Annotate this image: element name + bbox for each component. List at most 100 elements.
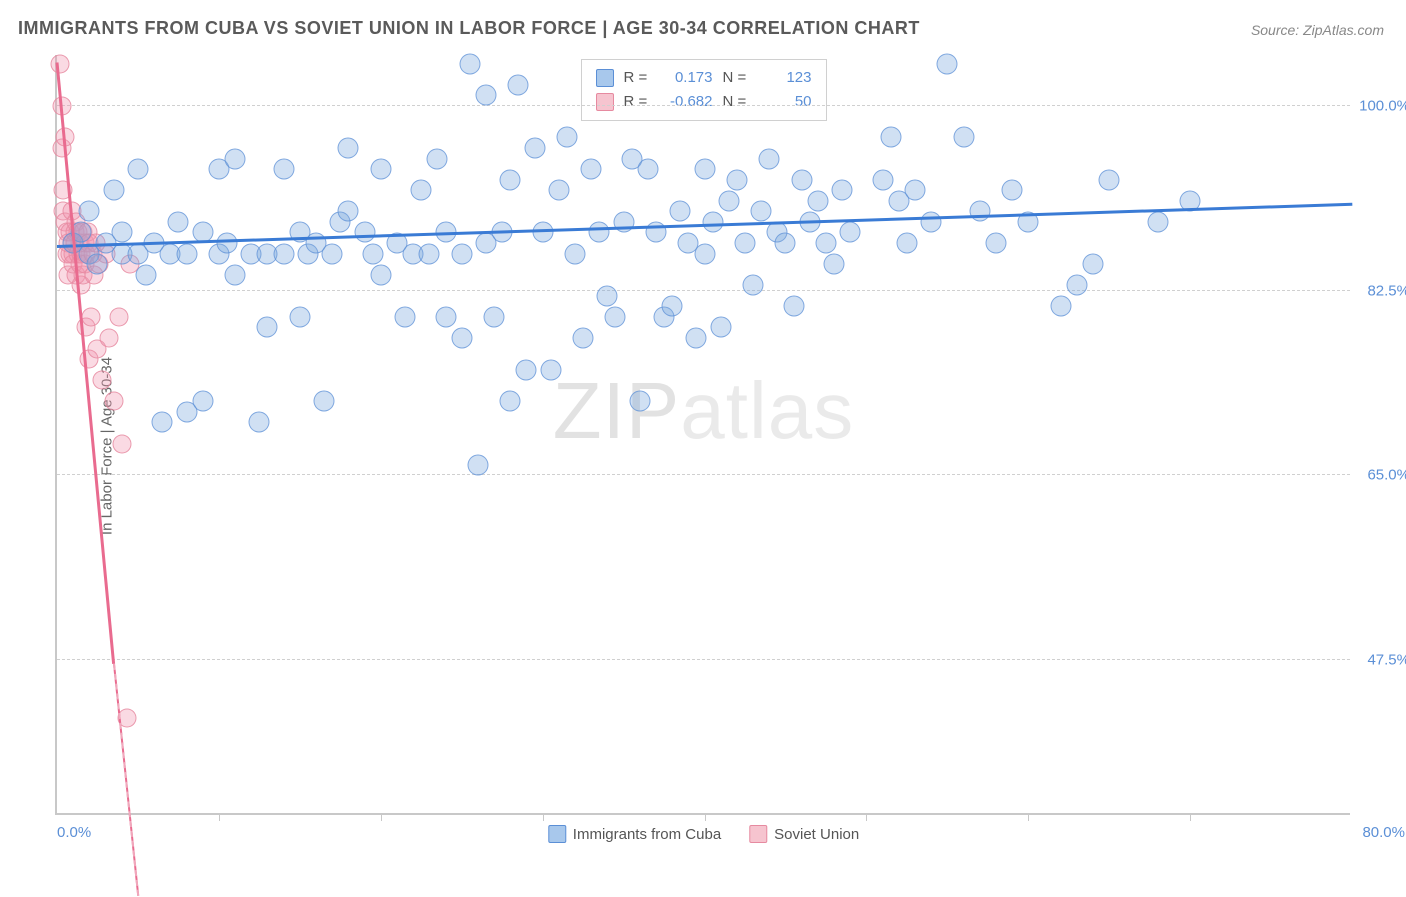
data-point-blue <box>1050 296 1071 317</box>
legend-item-cuba: Immigrants from Cuba <box>548 825 721 843</box>
x-tick <box>381 813 382 821</box>
data-point-blue <box>459 53 480 74</box>
legend-label-soviet: Soviet Union <box>774 826 859 843</box>
data-point-pink <box>104 392 123 411</box>
data-point-blue <box>225 148 246 169</box>
data-point-blue <box>370 159 391 180</box>
data-point-blue <box>880 127 901 148</box>
data-point-blue <box>419 243 440 264</box>
x-tick <box>1028 813 1029 821</box>
x-axis-max-label: 80.0% <box>1362 824 1405 841</box>
r-label: R = <box>624 90 648 114</box>
data-point-blue <box>192 391 213 412</box>
data-point-blue <box>289 306 310 327</box>
data-point-blue <box>168 211 189 232</box>
data-point-blue <box>338 138 359 159</box>
x-axis-min-label: 0.0% <box>57 824 91 841</box>
data-point-blue <box>475 85 496 106</box>
r-value-soviet: -0.682 <box>658 90 713 114</box>
data-point-blue <box>152 412 173 433</box>
data-point-blue <box>1002 180 1023 201</box>
data-point-blue <box>395 306 416 327</box>
x-tick <box>219 813 220 821</box>
data-point-blue <box>589 222 610 243</box>
data-point-blue <box>824 254 845 275</box>
data-point-blue <box>176 243 197 264</box>
data-point-blue <box>840 222 861 243</box>
data-point-blue <box>540 359 561 380</box>
y-tick-label: 100.0% <box>1355 97 1406 114</box>
trend-line-pink <box>56 62 116 664</box>
data-point-blue <box>807 190 828 211</box>
data-point-blue <box>743 275 764 296</box>
data-point-blue <box>314 391 335 412</box>
data-point-blue <box>103 180 124 201</box>
y-tick-label: 47.5% <box>1355 651 1406 668</box>
data-point-blue <box>411 180 432 201</box>
data-point-blue <box>1147 211 1168 232</box>
data-point-blue <box>1083 254 1104 275</box>
data-point-blue <box>904 180 925 201</box>
data-point-blue <box>322 243 343 264</box>
data-point-blue <box>985 233 1006 254</box>
data-point-blue <box>726 169 747 190</box>
data-point-blue <box>953 127 974 148</box>
data-point-blue <box>702 211 723 232</box>
data-point-blue <box>451 243 472 264</box>
source-attribution: Source: ZipAtlas.com <box>1251 22 1384 38</box>
data-point-blue <box>257 317 278 338</box>
data-point-blue <box>815 233 836 254</box>
data-point-blue <box>435 306 456 327</box>
stats-row-cuba: R = 0.173 N = 123 <box>596 66 812 90</box>
data-point-blue <box>127 159 148 180</box>
data-point-blue <box>225 264 246 285</box>
watermark: ZIPatlas <box>553 365 854 457</box>
data-point-blue <box>694 159 715 180</box>
data-point-blue <box>896 233 917 254</box>
cuba-swatch-icon <box>548 825 566 843</box>
data-point-blue <box>451 328 472 349</box>
data-point-blue <box>249 412 270 433</box>
data-point-blue <box>1066 275 1087 296</box>
gridline-h <box>57 474 1350 475</box>
chart-title: IMMIGRANTS FROM CUBA VS SOVIET UNION IN … <box>18 18 920 39</box>
cuba-swatch-icon <box>596 69 614 87</box>
data-point-blue <box>273 243 294 264</box>
data-point-blue <box>937 53 958 74</box>
data-point-blue <box>354 222 375 243</box>
data-point-blue <box>597 285 618 306</box>
x-tick <box>543 813 544 821</box>
data-point-blue <box>136 264 157 285</box>
data-point-blue <box>362 243 383 264</box>
data-point-blue <box>556 127 577 148</box>
data-point-blue <box>734 233 755 254</box>
data-point-blue <box>516 359 537 380</box>
data-point-blue <box>565 243 586 264</box>
watermark-bold: ZIP <box>553 366 680 455</box>
data-point-blue <box>87 254 108 275</box>
data-point-blue <box>273 159 294 180</box>
data-point-blue <box>338 201 359 222</box>
data-point-blue <box>759 148 780 169</box>
y-tick-label: 65.0% <box>1355 467 1406 484</box>
data-point-blue <box>969 201 990 222</box>
data-point-pink <box>112 434 131 453</box>
data-point-blue <box>718 190 739 211</box>
data-point-blue <box>548 180 569 201</box>
data-point-blue <box>921 211 942 232</box>
data-point-blue <box>532 222 553 243</box>
data-point-pink <box>93 371 112 390</box>
data-point-blue <box>670 201 691 222</box>
soviet-swatch-icon <box>749 825 767 843</box>
data-point-blue <box>467 454 488 475</box>
data-point-blue <box>629 391 650 412</box>
n-label: N = <box>723 90 747 114</box>
n-value-soviet: 50 <box>757 90 812 114</box>
x-tick <box>705 813 706 821</box>
data-point-blue <box>427 148 448 169</box>
data-point-blue <box>370 264 391 285</box>
legend-label-cuba: Immigrants from Cuba <box>573 826 721 843</box>
data-point-blue <box>573 328 594 349</box>
soviet-swatch-icon <box>596 93 614 111</box>
data-point-blue <box>783 296 804 317</box>
